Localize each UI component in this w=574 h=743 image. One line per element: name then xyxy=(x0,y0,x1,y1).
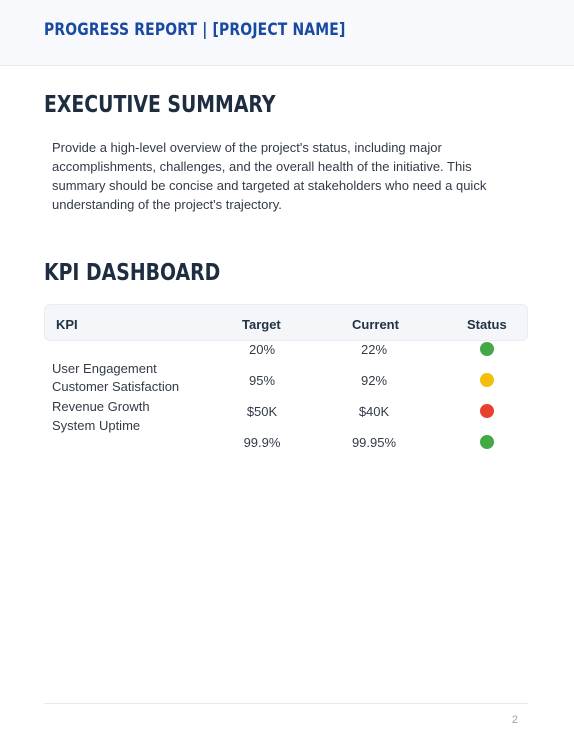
target-value: $50K xyxy=(246,404,278,419)
kpi-dashboard-heading: KPI DASHBOARD xyxy=(44,260,221,286)
report-title: PROGRESS REPORT | [PROJECT NAME] xyxy=(44,20,346,40)
column-header-current: Current xyxy=(352,317,399,332)
kpi-label: System Uptime xyxy=(52,418,141,433)
status-indicator-green xyxy=(480,342,494,356)
current-value: 92% xyxy=(360,373,388,388)
page-number: 2 xyxy=(511,714,518,726)
target-value: 99.9% xyxy=(243,435,281,450)
column-header-kpi: KPI xyxy=(56,317,78,332)
target-value: 20% xyxy=(248,342,276,357)
target-value: 95% xyxy=(248,373,276,388)
current-value: 99.95% xyxy=(351,435,397,450)
executive-summary-heading: EXECUTIVE SUMMARY xyxy=(44,92,276,118)
kpi-label: Customer Satisfaction xyxy=(52,379,180,394)
column-header-target: Target xyxy=(242,317,281,332)
kpi-table-header: KPI Target Current Status xyxy=(44,304,528,341)
footer-divider xyxy=(44,703,528,704)
current-value: 22% xyxy=(360,342,388,357)
current-value: $40K xyxy=(358,404,390,419)
status-indicator-yellow xyxy=(480,373,494,387)
executive-summary-text: Provide a high-level overview of the pro… xyxy=(52,140,487,212)
status-indicator-red xyxy=(480,404,494,418)
kpi-label: Revenue Growth xyxy=(52,399,150,414)
page-header: PROGRESS REPORT | [PROJECT NAME] xyxy=(0,0,574,66)
status-indicator-green xyxy=(480,435,494,449)
kpi-label: User Engagement xyxy=(52,361,157,376)
column-header-status: Status xyxy=(467,317,507,332)
